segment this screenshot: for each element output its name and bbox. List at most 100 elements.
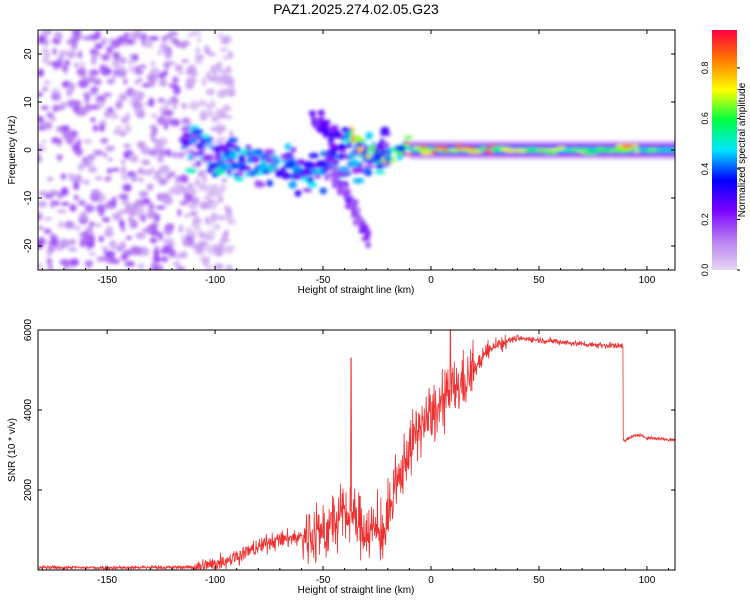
noise-cell	[151, 113, 157, 119]
noise-cell	[123, 78, 128, 85]
fragment-cell	[221, 145, 230, 153]
noise-cell	[202, 173, 208, 183]
fragment-cell	[374, 170, 386, 175]
noise-cell	[139, 33, 148, 42]
fragment-cell	[202, 134, 210, 138]
main-tone-cell	[633, 150, 640, 153]
noise-cell	[151, 61, 155, 67]
noise-cell	[177, 208, 182, 217]
noise-cell	[179, 174, 189, 184]
noise-cell	[69, 204, 77, 212]
hot-cell	[456, 147, 463, 151]
noise-cell	[38, 211, 43, 222]
noise-cell	[146, 210, 157, 220]
noise-cell	[142, 198, 151, 205]
fragment-cell	[302, 187, 313, 193]
noise-cell	[206, 229, 216, 238]
noise-cell	[59, 238, 70, 248]
hot-cell	[455, 143, 462, 148]
noise-cell	[75, 110, 87, 116]
arc-cell	[384, 157, 392, 163]
noise-cell	[106, 46, 114, 53]
noise-cell	[219, 70, 226, 75]
noise-cell	[80, 75, 88, 79]
branch-cell	[327, 127, 333, 132]
fragment-cell	[206, 139, 212, 146]
noise-cell	[151, 36, 159, 41]
noise-cell	[43, 217, 53, 221]
hot-cell	[470, 146, 477, 151]
noise-cell	[87, 166, 98, 173]
noise-cell	[42, 139, 47, 144]
hot-cell	[488, 144, 495, 148]
noise-cell	[77, 199, 87, 206]
noise-cell	[156, 154, 164, 163]
noise-cell	[119, 241, 127, 250]
branch-cell	[329, 143, 338, 148]
noise-cell	[47, 264, 54, 270]
noise-cell	[208, 76, 218, 82]
fragment-cell	[262, 153, 269, 158]
noise-cell	[218, 136, 226, 143]
noise-cell	[79, 211, 88, 221]
fragment-cell	[291, 165, 302, 172]
colorbar-label: Normalized spectral amplitude	[737, 82, 748, 217]
noise-cell	[107, 157, 113, 162]
noise-cell	[222, 80, 233, 86]
noise-cell	[163, 122, 169, 130]
noise-cell	[218, 75, 229, 80]
noise-cell	[204, 265, 214, 270]
branch-cell	[350, 199, 356, 206]
fragment-cell	[244, 171, 250, 177]
noise-cell	[229, 130, 234, 138]
noise-cell	[157, 264, 164, 270]
noise-cell	[38, 115, 45, 125]
noise-cell	[57, 154, 62, 162]
main-tone-cell	[464, 149, 480, 153]
branch-cell	[311, 120, 316, 125]
noise-cell	[206, 49, 211, 55]
spectrogram-cells	[38, 30, 675, 270]
arc-cell	[385, 147, 394, 152]
branch-cell	[311, 114, 316, 120]
branch-cell	[317, 117, 324, 124]
fragment-cell	[246, 165, 251, 172]
noise-cell	[135, 232, 146, 240]
noise-cell	[115, 65, 126, 71]
noise-cell	[188, 79, 198, 84]
spectrogram-xlabel: Height of straight line (km)	[298, 285, 415, 296]
noise-cell	[173, 183, 182, 191]
x-tick-label: -50	[316, 275, 331, 286]
noise-cell	[168, 61, 176, 65]
fragment-cell	[254, 180, 262, 185]
noise-cell	[159, 42, 169, 51]
noise-cell	[148, 97, 155, 108]
y-tick-label: -20	[23, 238, 34, 253]
fragment-cell	[181, 139, 191, 147]
fragment-cell	[183, 133, 194, 137]
noise-cell	[83, 179, 90, 185]
noise-cell	[124, 260, 135, 267]
noise-cell	[127, 59, 135, 66]
noise-cell	[180, 235, 187, 240]
noise-cell	[191, 196, 200, 205]
colorbar-ticks: 0.0 0.2 0.4 0.6 0.8	[700, 62, 740, 276]
noise-cell	[42, 121, 53, 130]
noise-cell	[165, 223, 175, 230]
noise-cell	[195, 222, 200, 231]
noise-cell	[93, 149, 104, 156]
branch-cell	[353, 219, 358, 226]
noise-cell	[130, 218, 136, 226]
noise-cell	[108, 107, 113, 112]
peak-spot	[621, 144, 634, 148]
noise-cell	[73, 194, 79, 201]
hot-cell	[434, 145, 441, 149]
fragment-cell	[178, 136, 191, 140]
noise-cell	[159, 137, 168, 146]
y-tick-label: 2000	[23, 478, 34, 501]
noise-cell	[46, 257, 52, 265]
noise-cell	[161, 111, 170, 116]
noise-cell	[204, 216, 209, 225]
noise-cell	[51, 238, 59, 247]
noise-cell	[210, 98, 215, 108]
